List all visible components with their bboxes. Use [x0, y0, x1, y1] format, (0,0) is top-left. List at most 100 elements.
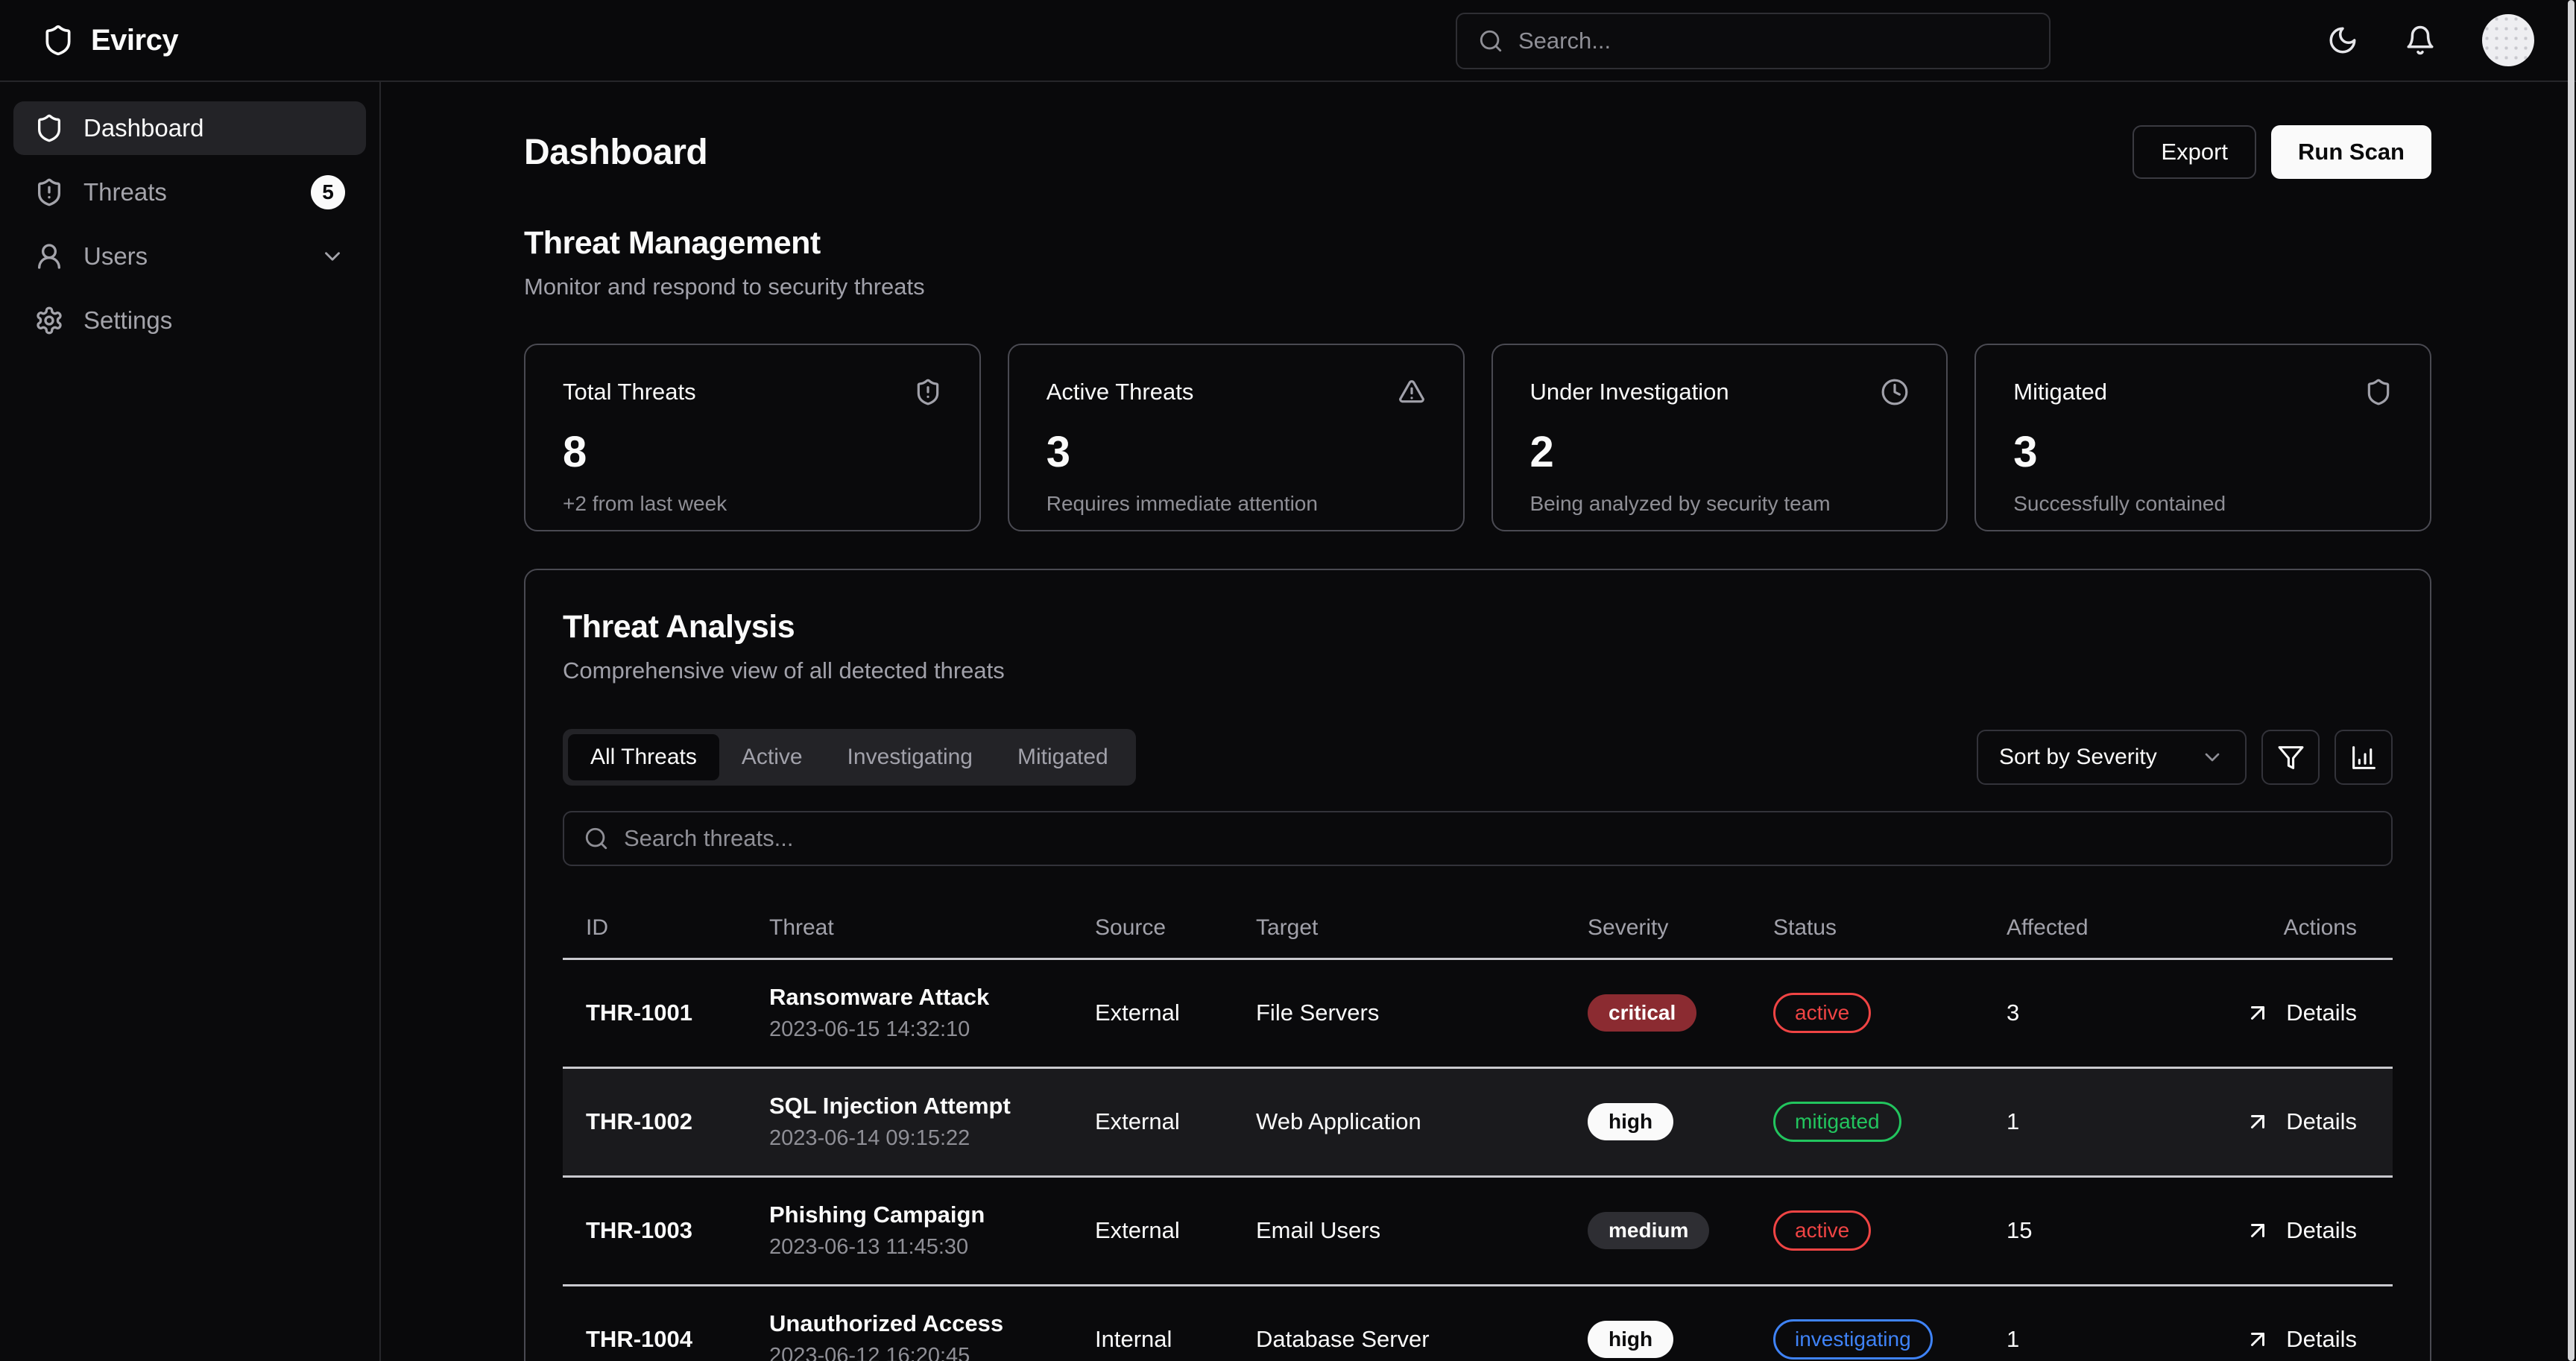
- stat-title: Mitigated: [2013, 379, 2108, 405]
- threat-analysis-panel: Threat Analysis Comprehensive view of al…: [524, 569, 2431, 1361]
- arrow-up-right-icon: [2251, 1224, 2265, 1237]
- tab-investigating[interactable]: Investigating: [825, 734, 995, 780]
- threat-target: File Servers: [1233, 959, 1565, 1069]
- status-badge: active: [1773, 1210, 1872, 1251]
- details-label: Details: [2286, 1108, 2357, 1134]
- threat-name: Ransomware Attack: [769, 984, 990, 1010]
- sidebar-item-users[interactable]: Users: [13, 230, 366, 283]
- stat-card-mitigated: Mitigated 3 Successfully contained: [1974, 344, 2431, 531]
- shield-alert-icon: [914, 378, 942, 406]
- severity-badge: high: [1588, 1103, 1674, 1140]
- stat-value: 8: [563, 428, 587, 476]
- tab-mitigated[interactable]: Mitigated: [995, 734, 1131, 780]
- stat-note: +2 from last week: [563, 492, 727, 515]
- bell-icon: [2407, 25, 2434, 55]
- topbar: Evircy: [0, 0, 2576, 82]
- threat-id: THR-1001: [563, 959, 746, 1069]
- arrow-up-right-icon: [2251, 1115, 2265, 1128]
- run-scan-button[interactable]: Run Scan: [2271, 125, 2431, 179]
- threat-timestamp: 2023-06-15 14:32:10: [769, 1017, 970, 1041]
- table-row[interactable]: THR-1003 Phishing Campaign 2023-06-13 11…: [563, 1176, 2393, 1286]
- tab-all-threats[interactable]: All Threats: [568, 734, 719, 780]
- table-row[interactable]: THR-1001 Ransomware Attack 2023-06-15 14…: [563, 959, 2393, 1069]
- severity-cell: medium: [1565, 1176, 1750, 1286]
- threat-timestamp: 2023-06-12 16:20:45: [769, 1344, 970, 1361]
- tab-active[interactable]: Active: [719, 734, 825, 780]
- shield-icon: [38, 114, 61, 142]
- stat-title: Active Threats: [1046, 379, 1194, 405]
- arrow-up-right-icon: [2251, 1333, 2265, 1346]
- threats-search-input[interactable]: [624, 825, 2372, 852]
- threat-cell: Unauthorized Access 2023-06-12 16:20:45: [746, 1285, 1072, 1361]
- details-button[interactable]: Details: [2215, 1069, 2393, 1175]
- threats-count-badge: 5: [311, 175, 345, 209]
- moon-icon: [2329, 27, 2356, 54]
- affected-count: 1: [1983, 1067, 2215, 1178]
- status-badge: active: [1773, 993, 1872, 1033]
- page-title: Dashboard: [524, 132, 708, 172]
- threat-cell: Phishing Campaign 2023-06-13 11:45:30: [746, 1176, 1072, 1286]
- stat-title: Under Investigation: [1530, 379, 1729, 405]
- sidebar-item-label: Settings: [83, 306, 173, 334]
- chevron-down-icon: [320, 244, 345, 269]
- stat-cards: Total Threats 8 +2 from last week Active…: [524, 344, 2431, 531]
- details-button[interactable]: Details: [2215, 1286, 2393, 1361]
- global-search[interactable]: [1456, 13, 2051, 69]
- details-label: Details: [2286, 1000, 2357, 1026]
- sidebar-item-dashboard[interactable]: Dashboard: [13, 101, 366, 155]
- bar-chart-icon: [2352, 745, 2375, 769]
- table-row[interactable]: THR-1004 Unauthorized Access 2023-06-12 …: [563, 1285, 2393, 1361]
- threat-timestamp: 2023-06-14 09:15:22: [769, 1126, 970, 1150]
- section-title: Threat Management: [524, 225, 821, 261]
- actions-cell-wrap: Details: [2215, 1067, 2393, 1178]
- sidebar-item-label: Users: [83, 242, 148, 270]
- sidebar-item-settings[interactable]: Settings: [13, 294, 366, 347]
- stat-value: 3: [2013, 428, 2038, 476]
- arrow-up-right-icon: [2251, 1006, 2265, 1020]
- threat-id: THR-1003: [563, 1176, 746, 1286]
- threat-cell: SQL Injection Attempt 2023-06-14 09:15:2…: [746, 1067, 1072, 1178]
- details-button[interactable]: Details: [2215, 1178, 2393, 1284]
- export-button[interactable]: Export: [2133, 125, 2257, 179]
- threat-source: External: [1072, 959, 1233, 1069]
- gear-icon: [37, 306, 62, 335]
- severity-cell: high: [1565, 1285, 1750, 1361]
- global-search-input[interactable]: [1518, 28, 2028, 54]
- stat-value: 2: [1530, 428, 1554, 476]
- column-header-source: Source: [1072, 899, 1233, 960]
- user-avatar[interactable]: [2482, 14, 2534, 66]
- stat-note: Being analyzed by security team: [1530, 492, 1831, 515]
- severity-cell: high: [1565, 1067, 1750, 1178]
- severity-cell: critical: [1565, 959, 1750, 1069]
- threat-cell: Ransomware Attack 2023-06-15 14:32:10: [746, 959, 1072, 1069]
- affected-count: 15: [1983, 1176, 2215, 1286]
- chart-view-button[interactable]: [2334, 730, 2393, 785]
- notifications-button[interactable]: [2405, 25, 2436, 56]
- funnel-icon: [2278, 745, 2303, 769]
- threat-target: Database Server: [1233, 1285, 1565, 1361]
- table-header-row: ID Threat Source Target Severity Status …: [563, 899, 2393, 960]
- sidebar-item-threats[interactable]: Threats 5: [13, 165, 366, 219]
- sidebar-item-label: Threats: [83, 178, 167, 206]
- details-label: Details: [2286, 1326, 2357, 1352]
- threats-search[interactable]: [563, 811, 2393, 866]
- main-content: Dashboard Export Run Scan Threat Managem…: [381, 82, 2576, 1361]
- stat-value: 3: [1046, 428, 1071, 476]
- triangle-alert-icon: [1398, 378, 1426, 406]
- filter-button[interactable]: [2261, 730, 2320, 785]
- threat-source: External: [1072, 1176, 1233, 1286]
- stat-note: Successfully contained: [2013, 492, 2226, 515]
- vertical-scrollbar[interactable]: [2568, 0, 2575, 1361]
- threat-name: Phishing Campaign: [769, 1201, 985, 1228]
- details-button[interactable]: Details: [2215, 960, 2393, 1067]
- column-header-status: Status: [1750, 899, 1983, 960]
- threat-target: Email Users: [1233, 1176, 1565, 1286]
- table-row[interactable]: THR-1002 SQL Injection Attempt 2023-06-1…: [563, 1067, 2393, 1178]
- column-header-target: Target: [1233, 899, 1565, 960]
- column-header-actions: Actions: [2215, 899, 2393, 960]
- sidebar-item-label: Dashboard: [83, 114, 204, 142]
- threat-tabs: All Threats Active Investigating Mitigat…: [563, 729, 1136, 786]
- sort-by-severity-select[interactable]: Sort by Severity: [1977, 730, 2247, 785]
- dark-mode-toggle[interactable]: [2327, 25, 2358, 56]
